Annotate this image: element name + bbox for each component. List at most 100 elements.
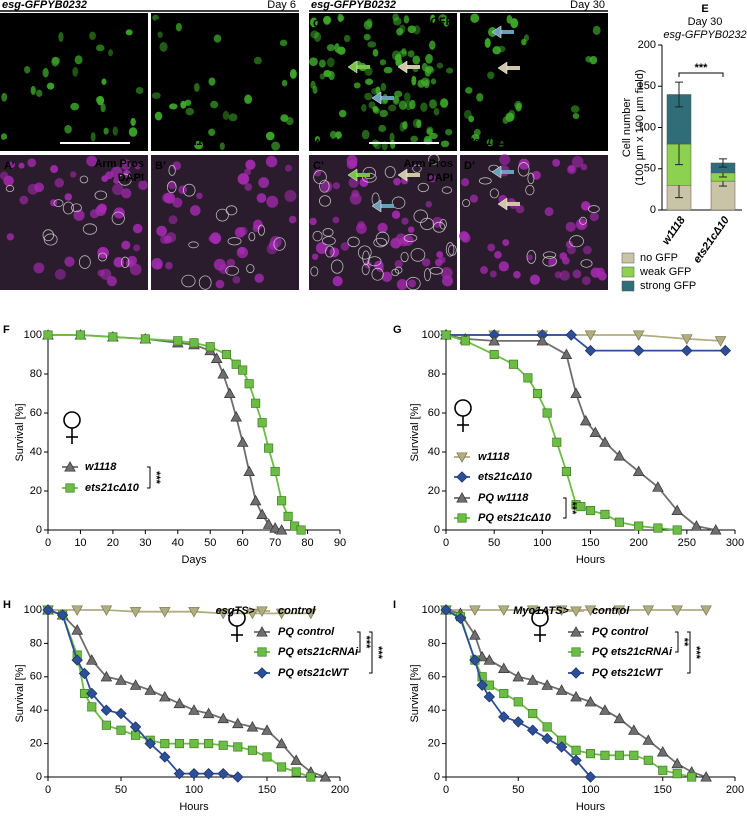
gfp-cell bbox=[125, 29, 133, 36]
cell-outline bbox=[441, 186, 453, 194]
x-tick-label: 20 bbox=[107, 537, 119, 549]
marker bbox=[483, 654, 496, 665]
marker bbox=[634, 521, 644, 531]
nucleus bbox=[73, 209, 85, 221]
marker bbox=[570, 690, 582, 702]
marker bbox=[536, 334, 549, 346]
gfp-cell bbox=[185, 107, 195, 116]
nucleus bbox=[566, 245, 576, 255]
marker bbox=[600, 750, 610, 760]
nucleus bbox=[33, 262, 45, 274]
cell-outline bbox=[373, 237, 388, 248]
gfp-cell bbox=[436, 62, 444, 69]
gfp-cell bbox=[440, 140, 450, 148]
gfp-cell bbox=[398, 50, 408, 57]
nucleus bbox=[284, 164, 293, 172]
x-tick-label: 50 bbox=[512, 784, 524, 796]
nucleus bbox=[580, 163, 588, 171]
gfp-cell bbox=[423, 79, 430, 89]
marker bbox=[100, 670, 113, 682]
marker bbox=[173, 767, 186, 780]
marker bbox=[527, 724, 539, 736]
arrow-head bbox=[397, 168, 408, 182]
nucleus bbox=[440, 267, 453, 279]
gfp-cell bbox=[58, 31, 64, 42]
marker bbox=[561, 466, 571, 477]
significance-bracket bbox=[687, 631, 691, 674]
gfp-cell bbox=[412, 55, 421, 65]
marker bbox=[671, 504, 683, 516]
nucleus bbox=[381, 271, 393, 283]
marker bbox=[700, 605, 712, 616]
marker bbox=[264, 443, 274, 453]
marker bbox=[599, 436, 611, 447]
legend-marker bbox=[456, 492, 468, 503]
nucleus bbox=[112, 183, 124, 196]
marker bbox=[204, 739, 214, 749]
gfp-cell bbox=[378, 124, 387, 133]
cell-outline bbox=[227, 237, 242, 246]
gfp-cell bbox=[410, 135, 419, 143]
nucleus bbox=[132, 223, 143, 234]
nucleus bbox=[100, 268, 112, 280]
cell-outline bbox=[527, 172, 535, 185]
marker bbox=[75, 330, 85, 340]
figure-day: Day 6 bbox=[267, 0, 296, 11]
marker bbox=[454, 612, 467, 625]
marker bbox=[223, 387, 236, 399]
gfp-cell bbox=[338, 15, 345, 22]
gfp-cell bbox=[326, 44, 335, 52]
marker bbox=[296, 525, 306, 535]
x-tick-label: 150 bbox=[258, 784, 276, 796]
nucleus bbox=[266, 195, 279, 208]
cell-outline bbox=[319, 179, 330, 193]
gfp-cell bbox=[353, 82, 361, 89]
marker bbox=[71, 624, 83, 635]
nucleus bbox=[244, 183, 253, 191]
gfp-cell bbox=[289, 69, 297, 79]
y-tick-label: 80 bbox=[30, 637, 42, 649]
micrograph bbox=[151, 13, 299, 151]
gfp-cell bbox=[380, 82, 387, 92]
nucleus bbox=[571, 156, 584, 168]
gfp-cell bbox=[193, 82, 200, 92]
x-tick-label: 200 bbox=[726, 784, 744, 796]
y-axis-label: Survival [%] bbox=[409, 664, 421, 722]
gfp-cell bbox=[70, 102, 80, 111]
gfp-cell bbox=[396, 27, 404, 36]
x-tick-label: 0 bbox=[443, 784, 449, 796]
genotype-label: ets21cΔ10 bbox=[464, 136, 519, 148]
marker bbox=[71, 654, 83, 666]
gfp-cell bbox=[157, 31, 163, 38]
gfp-cell bbox=[108, 49, 114, 57]
nucleus bbox=[253, 219, 263, 230]
gfp-cell bbox=[24, 66, 31, 74]
cell-outline bbox=[569, 235, 584, 248]
marker bbox=[262, 518, 275, 529]
marker bbox=[512, 670, 525, 682]
gfp-cell bbox=[310, 80, 316, 89]
marker bbox=[231, 359, 241, 369]
gfp-cell bbox=[486, 138, 494, 147]
nucleus bbox=[129, 263, 142, 276]
marker bbox=[261, 724, 273, 735]
gfp-cell bbox=[403, 15, 410, 24]
marker bbox=[681, 334, 693, 345]
marker bbox=[570, 387, 582, 399]
nucleus bbox=[377, 222, 388, 234]
significance-label: *** bbox=[566, 502, 578, 516]
gfp-cell bbox=[103, 127, 109, 135]
marker bbox=[144, 737, 156, 750]
gfp-cell bbox=[309, 57, 318, 66]
gfp-cell bbox=[30, 85, 36, 95]
nucleus bbox=[364, 261, 372, 269]
nucleus bbox=[27, 158, 37, 168]
marker bbox=[541, 679, 553, 690]
nucleus bbox=[172, 197, 183, 208]
nucleus bbox=[172, 161, 182, 171]
x-tick-label: 150 bbox=[581, 537, 599, 549]
nucleus bbox=[513, 270, 521, 279]
cell-outline bbox=[412, 164, 422, 173]
nucleus bbox=[407, 226, 415, 233]
